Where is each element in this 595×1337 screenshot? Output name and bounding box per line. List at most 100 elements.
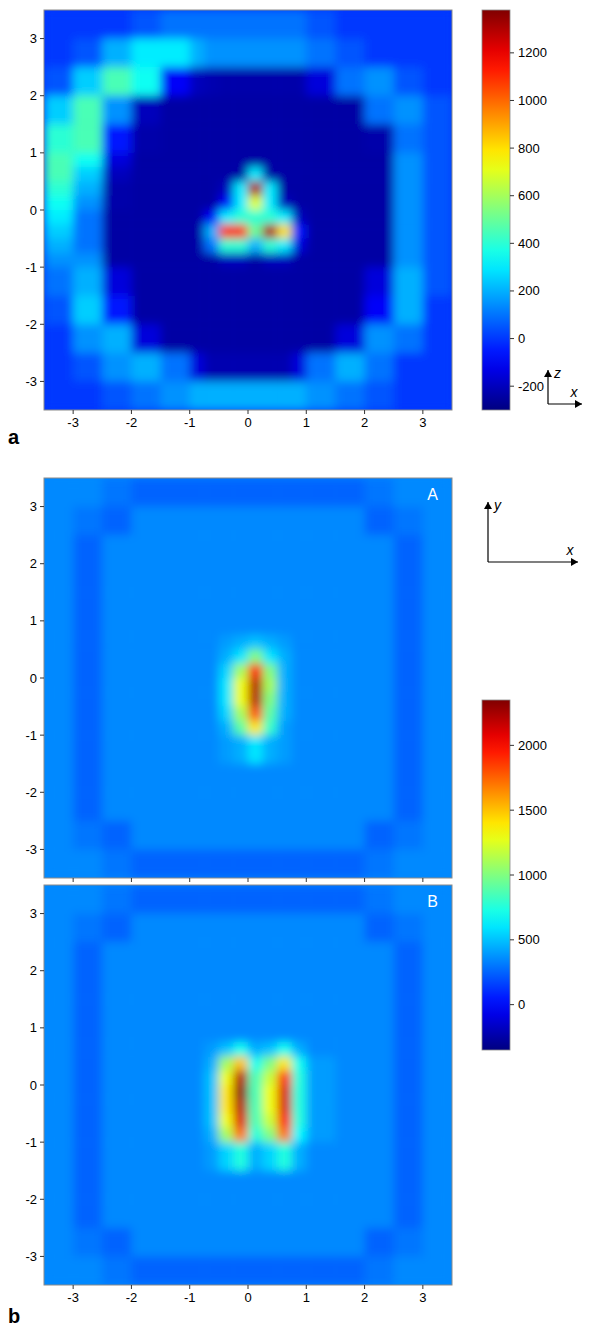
heat-cell — [263, 39, 278, 68]
heat-cell — [277, 535, 292, 564]
heat-cell — [423, 971, 452, 1000]
heat-cell — [190, 592, 205, 621]
heat-cell — [263, 649, 278, 664]
y-tick-label: -3 — [25, 1249, 37, 1264]
heat-cell — [292, 764, 307, 793]
heat-cell — [292, 678, 307, 693]
heat-cell — [277, 253, 292, 268]
heat-cell — [263, 181, 278, 196]
heat-cell — [335, 67, 365, 96]
heat-cell — [263, 1071, 278, 1086]
heat-cell — [263, 821, 278, 850]
heat-cell — [335, 324, 365, 353]
heat-cell — [204, 1085, 219, 1100]
heat-cell — [335, 971, 365, 1000]
heat-cell — [394, 239, 424, 254]
heat-cell — [365, 792, 395, 821]
heat-cell — [204, 1028, 219, 1043]
heat-cell — [248, 253, 263, 268]
heat-cell — [306, 239, 336, 254]
heat-cell — [73, 564, 103, 593]
glyph-arrowhead — [544, 370, 552, 377]
heat-cell — [306, 10, 336, 39]
heat-cell — [335, 96, 365, 125]
heat-cell — [306, 1085, 336, 1100]
heat-cell — [248, 649, 263, 664]
heat-cell — [248, 1228, 263, 1257]
heat-cell — [233, 296, 248, 325]
heat-cell — [365, 39, 395, 68]
heat-cell — [233, 167, 248, 182]
heat-cell — [190, 1142, 205, 1171]
heat-cell — [277, 239, 292, 254]
heat-cell — [190, 914, 205, 943]
heat-cell — [102, 253, 132, 268]
heat-cell — [277, 1228, 292, 1257]
heat-cell — [248, 239, 263, 254]
heat-cell — [365, 1071, 395, 1086]
heat-cell — [292, 39, 307, 68]
heat-cell — [161, 224, 191, 239]
heat-cell — [394, 885, 424, 914]
heat-cell — [219, 1056, 234, 1071]
heat-cell — [292, 153, 307, 168]
heat-cell — [233, 1099, 248, 1114]
heat-cell — [277, 324, 292, 353]
heat-cell — [190, 1228, 205, 1257]
heat-cell — [277, 1085, 292, 1100]
heat-cell — [394, 735, 424, 764]
heat-cell — [277, 764, 292, 793]
heat-cell — [394, 635, 424, 650]
heat-cell — [292, 353, 307, 382]
heat-cell — [423, 124, 452, 153]
heat-cell — [204, 999, 219, 1028]
y-tick — [40, 563, 44, 564]
heat-cell — [233, 999, 248, 1028]
heat-cell — [248, 1028, 263, 1043]
heat-cell — [102, 664, 132, 679]
heat-cell — [190, 124, 205, 153]
heat-cell — [365, 678, 395, 693]
heat-cell — [204, 649, 219, 664]
heat-cell — [102, 267, 132, 296]
heat-cell — [292, 792, 307, 821]
heat-cell — [44, 564, 74, 593]
heat-cell — [306, 224, 336, 239]
colorbar-tick-label: 1200 — [518, 45, 547, 60]
y-tick — [40, 506, 44, 507]
heat-cell — [263, 478, 278, 507]
heat-cell — [335, 381, 365, 410]
heat-cell — [263, 1085, 278, 1100]
heat-cell — [219, 721, 234, 736]
heat-cell — [248, 678, 263, 693]
heat-cell — [394, 821, 424, 850]
heat-cell — [292, 1256, 307, 1285]
heat-cell — [44, 239, 74, 254]
heat-cell — [248, 1071, 263, 1086]
heat-cell — [219, 296, 234, 325]
heatmap-cells — [44, 478, 452, 878]
heat-cell — [263, 1042, 278, 1057]
heat-cell — [292, 1171, 307, 1200]
heat-cell — [73, 96, 103, 125]
heat-cell — [292, 735, 307, 764]
heat-cell — [394, 1085, 424, 1100]
colorbar-tick — [510, 939, 514, 940]
heat-cell — [423, 1042, 452, 1057]
colorbar-tick — [510, 243, 514, 244]
heat-cell — [306, 999, 336, 1028]
heat-cell — [233, 96, 248, 125]
x-tick-label: -2 — [126, 415, 138, 430]
heat-cell — [248, 267, 263, 296]
heat-cell — [423, 267, 452, 296]
heat-cell — [248, 621, 263, 636]
axis-glyph: yx — [484, 497, 578, 566]
heat-cell — [161, 649, 191, 664]
heat-cell — [263, 564, 278, 593]
heat-cell — [233, 942, 248, 971]
heat-cell — [263, 885, 278, 914]
heat-cell — [365, 721, 395, 736]
heat-cell — [394, 296, 424, 325]
heat-cell — [204, 885, 219, 914]
heat-cell — [365, 224, 395, 239]
